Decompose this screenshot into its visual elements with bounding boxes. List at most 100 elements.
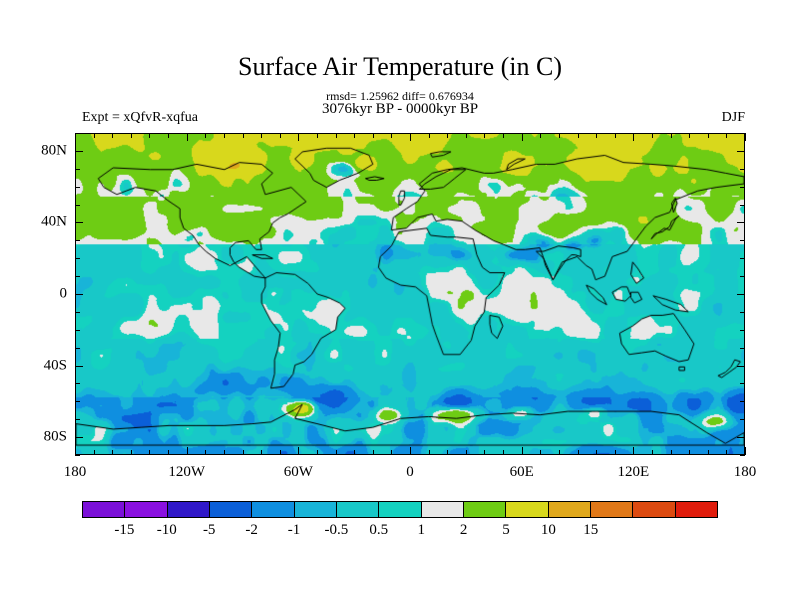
x-tick-minor — [168, 450, 170, 455]
x-tick-minor — [354, 133, 356, 138]
statistics-line: rmsd= 1.25962 diff= 0.676934 — [326, 89, 474, 103]
x-tick-minor — [558, 450, 560, 455]
y-axis-label: 40N — [41, 213, 67, 230]
x-tick-minor — [391, 450, 393, 455]
y-tick-minor — [75, 383, 80, 385]
x-tick-minor — [316, 133, 318, 138]
x-tick-minor — [261, 133, 263, 138]
y-tick-minor — [740, 329, 745, 331]
y-tick-minor — [75, 258, 80, 260]
colorbar-band-1 — [125, 502, 168, 517]
y-tick-minor — [75, 168, 80, 170]
x-tick-minor — [335, 450, 337, 455]
colorbar-band-3 — [209, 502, 253, 517]
colorbar-tick-label: 1 — [417, 522, 425, 538]
x-tick-minor — [651, 450, 653, 455]
colorbar-tick-label: -1 — [287, 522, 301, 538]
colorbar-band-12 — [590, 502, 634, 517]
colorbar-band-6 — [336, 502, 380, 517]
x-tick-minor — [521, 133, 523, 141]
x-tick-minor — [577, 133, 579, 138]
colorbar-band-0 — [83, 502, 126, 517]
x-tick-minor — [316, 450, 318, 455]
x-tick-minor — [298, 133, 300, 141]
y-tick-minor — [740, 383, 745, 385]
colorbar-tick-label: 0.5 — [369, 522, 389, 538]
x-tick-minor — [707, 133, 709, 138]
y-tick-minor — [75, 240, 80, 242]
x-axis-label: 0 — [406, 464, 414, 480]
y-tick-minor — [740, 258, 745, 260]
x-axis-label: 180 — [733, 464, 757, 480]
x-tick-minor — [745, 133, 746, 141]
colorbar-band-5 — [294, 502, 337, 517]
y-tick-minor — [740, 168, 745, 170]
x-tick-minor — [205, 133, 207, 138]
y-tick-minor — [75, 455, 80, 456]
x-tick-minor — [558, 133, 560, 138]
colorbar-tick-label: 10 — [540, 522, 556, 538]
x-tick-minor — [465, 133, 467, 138]
y-tick-minor — [740, 204, 745, 206]
y-tick-minor — [75, 276, 80, 278]
season-label: DJF — [721, 110, 745, 125]
y-tick-minor — [75, 437, 83, 439]
x-axis-label: 180 — [63, 464, 87, 480]
y-tick-minor — [740, 401, 745, 403]
colorbar-tick-label: -2 — [245, 522, 258, 538]
x-axis-label: 120E — [617, 464, 650, 480]
x-tick-minor — [186, 133, 188, 141]
x-tick-minor — [242, 133, 244, 138]
colorbar-tick-label: -5 — [202, 522, 216, 538]
x-tick-minor — [261, 450, 263, 455]
x-tick-minor — [279, 133, 281, 138]
x-tick-minor — [540, 450, 542, 455]
y-tick-minor — [75, 329, 80, 331]
map-plot-area — [75, 133, 745, 455]
x-tick-minor — [633, 133, 635, 141]
temperature-anomaly-map — [76, 134, 744, 454]
y-tick-minor — [737, 222, 745, 224]
colorbar-band-9 — [463, 502, 507, 517]
colorbar-band-13 — [633, 502, 676, 517]
x-tick-minor — [205, 450, 207, 455]
x-tick-minor — [149, 450, 151, 455]
x-tick-minor — [112, 133, 114, 138]
y-axis-label: 0 — [59, 285, 68, 302]
x-tick-minor — [130, 450, 132, 455]
x-tick-minor — [614, 450, 616, 455]
x-tick-minor — [484, 450, 486, 455]
y-tick-minor — [740, 276, 745, 278]
x-tick-minor — [223, 450, 225, 455]
x-tick-minor — [577, 450, 579, 455]
x-tick-minor — [447, 450, 449, 455]
colorbar-band-11 — [548, 502, 591, 517]
y-tick-minor — [75, 150, 83, 152]
x-tick-minor — [112, 450, 114, 455]
x-tick-minor — [689, 133, 691, 138]
x-tick-minor — [223, 133, 225, 138]
x-tick-minor — [335, 133, 337, 138]
x-tick-minor — [670, 450, 672, 455]
x-tick-minor — [689, 450, 691, 455]
y-tick-minor — [737, 365, 745, 367]
y-axis-label: 40S — [43, 357, 67, 374]
x-tick-minor — [130, 133, 132, 138]
x-tick-minor — [354, 450, 356, 455]
x-tick-minor — [428, 133, 430, 138]
x-tick-minor — [186, 447, 188, 455]
x-tick-minor — [596, 450, 598, 455]
x-tick-minor — [745, 447, 746, 455]
y-tick-minor — [740, 311, 745, 313]
y-tick-minor — [737, 150, 745, 152]
y-tick-minor — [75, 222, 83, 224]
y-tick-minor — [75, 133, 80, 134]
x-tick-minor — [726, 133, 728, 138]
y-tick-minor — [737, 437, 745, 439]
colorbar-tick-label: -10 — [156, 522, 177, 538]
x-tick-minor — [410, 447, 411, 455]
x-tick-minor — [410, 133, 411, 141]
x-axis-label: 60E — [509, 464, 534, 480]
y-tick-minor — [740, 133, 745, 134]
